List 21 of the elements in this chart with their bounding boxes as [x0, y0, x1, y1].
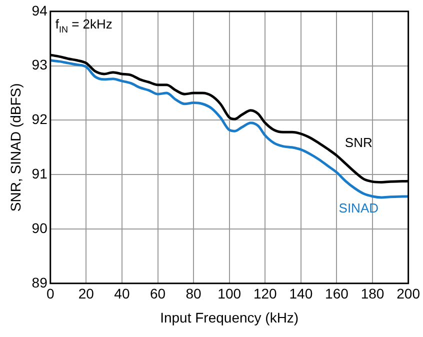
x-tick-label: 140 [289, 286, 313, 302]
x-tick-label: 60 [150, 286, 166, 302]
x-tick-label: 120 [253, 286, 278, 302]
y-tick-label: 90 [32, 220, 48, 236]
x-tick-label: 80 [186, 286, 202, 302]
y-tick-label: 93 [32, 56, 48, 73]
y-tick-label: 94 [32, 2, 48, 18]
x-tick-label: 40 [114, 286, 130, 302]
y-axis-title: SNR, SINAD (dBFS) [7, 83, 24, 212]
x-tick-label: 20 [78, 286, 94, 302]
y-tick-label: 91 [32, 165, 48, 182]
x-tick-label: 0 [46, 286, 54, 302]
x-tick-label: 180 [360, 286, 384, 302]
x-tick-label: 160 [325, 286, 349, 302]
y-tick-label: 92 [32, 111, 48, 128]
series-label: SNR [344, 134, 372, 150]
x-tick-label: 100 [218, 286, 242, 302]
series-label: SINAD [338, 200, 378, 216]
x-tick-label: 200 [396, 286, 420, 302]
x-axis-title: Input Frequency (kHz) [160, 309, 299, 326]
y-tick-label: 89 [32, 274, 48, 290]
